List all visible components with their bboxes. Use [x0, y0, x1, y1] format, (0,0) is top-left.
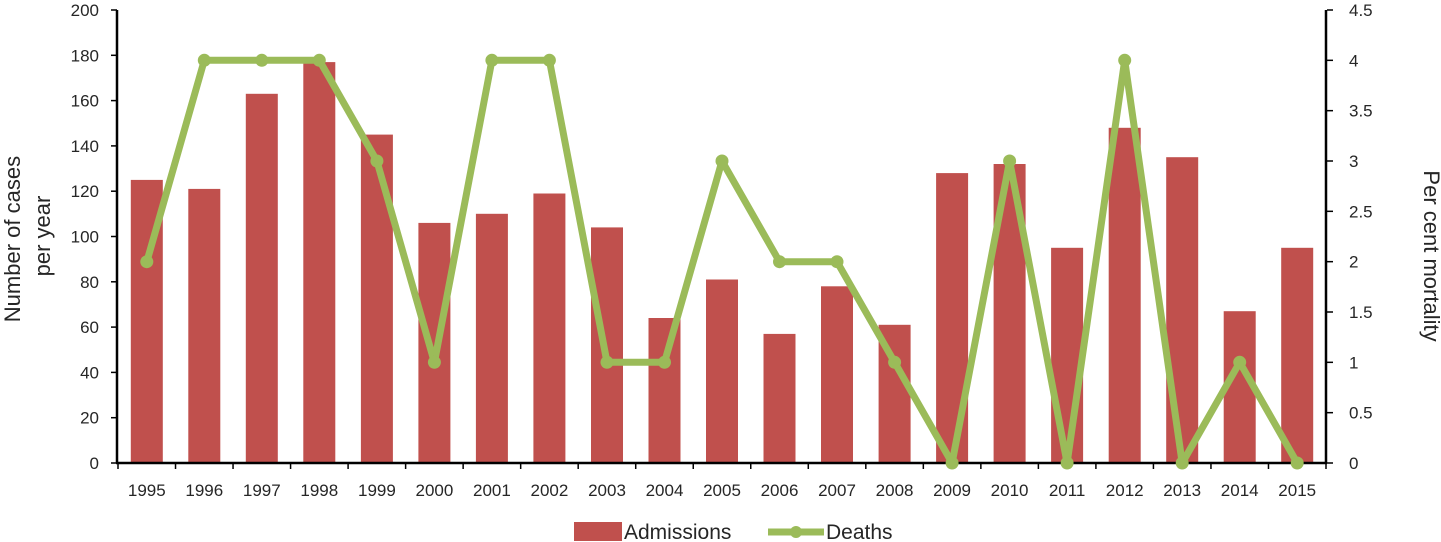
bar-admissions-2011 — [1051, 247, 1084, 463]
x-tick-label-2013: 2013 — [1163, 481, 1201, 500]
point-deaths-1995 — [140, 255, 154, 269]
left-axis-title-line2: per year — [30, 196, 55, 277]
bar-admissions-2007 — [821, 286, 853, 463]
x-tick-label-1998: 1998 — [300, 481, 338, 500]
point-deaths-2000 — [427, 355, 441, 369]
bar-admissions-2004 — [648, 318, 681, 463]
left-tick-labels: 0 20 40 60 80 100 120 140 160 180 200 — [71, 1, 117, 473]
x-tick-label-2002: 2002 — [530, 481, 568, 500]
bar-group — [130, 62, 1314, 464]
x-tick-label-2007: 2007 — [818, 481, 856, 500]
line-group — [140, 53, 1304, 470]
bar-admissions-2012 — [1108, 127, 1141, 464]
x-tick-label-1995: 1995 — [128, 481, 166, 500]
bar-admissions-2013 — [1166, 157, 1199, 463]
point-deaths-2015 — [1290, 456, 1304, 470]
left-tick-label: 40 — [80, 363, 99, 382]
point-deaths-2001 — [485, 53, 499, 67]
bar-admissions-2015 — [1281, 247, 1314, 463]
x-tick-label-1997: 1997 — [243, 481, 281, 500]
right-tick-label: 3.5 — [1349, 102, 1373, 121]
point-deaths-2012 — [1118, 53, 1132, 67]
x-tick-label-2004: 2004 — [646, 481, 684, 500]
right-tick-label: 2 — [1349, 253, 1358, 272]
x-tick-label-1996: 1996 — [185, 481, 223, 500]
bar-admissions-2002 — [533, 193, 566, 463]
bar-admissions-1996 — [188, 188, 221, 463]
right-tick-label: 3 — [1349, 152, 1358, 171]
left-axis-title: Number of cases per year — [0, 150, 55, 322]
point-deaths-1996 — [197, 53, 211, 67]
bar-admissions-1999 — [360, 134, 393, 463]
point-deaths-2010 — [1003, 154, 1017, 168]
right-tick-labels: 0 0.5 1 1.5 2 2.5 3 3.5 4 4.5 — [1327, 1, 1373, 473]
x-tick-label-2005: 2005 — [703, 481, 741, 500]
right-tick-label: 4.5 — [1349, 1, 1373, 20]
bar-admissions-2006 — [763, 333, 796, 463]
left-tick-label: 20 — [80, 409, 99, 428]
x-tick-label-2011: 2011 — [1049, 481, 1086, 500]
point-deaths-2003 — [600, 355, 614, 369]
legend-deaths-marker — [790, 526, 802, 538]
x-tick-label-2015: 2015 — [1278, 481, 1316, 500]
x-tick-label-2006: 2006 — [761, 481, 799, 500]
bar-admissions-1998 — [303, 62, 336, 463]
x-tick-labels: 1995 1996 1997 1998 1999 2000 2001 2002 2003 2004… — [117, 463, 1327, 500]
point-deaths-1998 — [312, 53, 326, 67]
right-tick-label: 1 — [1349, 353, 1358, 372]
left-tick-label: 140 — [71, 137, 99, 156]
bar-admissions-1997 — [245, 93, 278, 464]
right-tick-label: 0.5 — [1349, 404, 1373, 423]
x-tick-label-2008: 2008 — [876, 481, 914, 500]
left-tick-label: 100 — [71, 228, 99, 247]
x-tick-label-2010: 2010 — [991, 481, 1029, 500]
point-deaths-2014 — [1233, 355, 1247, 369]
point-deaths-2005 — [715, 154, 729, 168]
left-tick-label: 0 — [90, 454, 99, 473]
point-deaths-2013 — [1175, 456, 1189, 470]
point-deaths-1999 — [370, 154, 384, 168]
x-tick-label-2003: 2003 — [588, 481, 626, 500]
x-tick-label-2000: 2000 — [415, 481, 453, 500]
left-tick-label: 60 — [80, 318, 99, 337]
left-tick-label: 180 — [71, 46, 99, 65]
right-axis-title: Per cent mortality — [1419, 170, 1441, 341]
point-deaths-2002 — [542, 53, 556, 67]
legend-deaths-label: Deaths — [826, 521, 893, 542]
left-tick-label: 80 — [80, 273, 99, 292]
point-deaths-2006 — [773, 255, 786, 269]
point-deaths-2011 — [1060, 456, 1074, 470]
left-tick-label: 120 — [71, 182, 99, 201]
point-deaths-1997 — [255, 53, 269, 67]
x-tick-label-1999: 1999 — [358, 481, 396, 500]
point-deaths-2004 — [658, 355, 671, 369]
right-tick-label: 2.5 — [1349, 202, 1373, 221]
left-axis-title-line1: Number of cases — [0, 156, 25, 322]
point-deaths-2008 — [888, 355, 902, 369]
right-tick-label: 1.5 — [1349, 303, 1373, 322]
x-tick-label-2009: 2009 — [933, 481, 971, 500]
bar-admissions-2005 — [706, 279, 738, 463]
right-tick-label: 4 — [1349, 51, 1358, 70]
x-tick-label-2012: 2012 — [1106, 481, 1144, 500]
legend-admissions-swatch — [574, 522, 622, 541]
left-tick-label: 200 — [71, 1, 99, 20]
point-deaths-2007 — [830, 255, 844, 269]
right-tick-label: 0 — [1349, 454, 1358, 473]
point-deaths-2009 — [945, 456, 959, 470]
legend: Admissions Deaths — [574, 521, 893, 542]
x-tick-label-2014: 2014 — [1221, 481, 1259, 500]
bar-admissions-2001 — [475, 213, 508, 463]
left-tick-label: 160 — [71, 92, 99, 111]
bar-admissions-2000 — [418, 222, 451, 463]
legend-admissions-label: Admissions — [624, 521, 731, 542]
x-tick-label-2001: 2001 — [473, 481, 511, 500]
